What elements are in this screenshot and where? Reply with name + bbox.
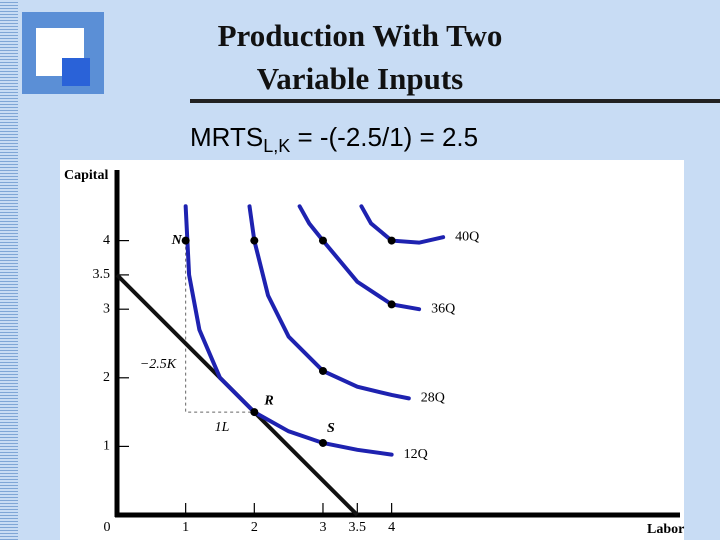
x-tick-label: 3.5 [349, 520, 367, 535]
isoquant-label: 12Q [404, 447, 428, 462]
title-rule [190, 99, 720, 103]
point [318, 236, 327, 245]
title-line: Production With Two [217, 18, 503, 53]
y-tick-label: 4 [103, 233, 110, 248]
slide-title: Production With Two Variable Inputs [150, 14, 570, 100]
y-tick-label: 3 [103, 301, 110, 316]
isoquant-label: 40Q [455, 229, 479, 244]
x-tick-label: 4 [388, 520, 395, 535]
x-tick-label: 2 [251, 520, 258, 535]
annotation: 1L [215, 420, 230, 435]
point [318, 366, 327, 375]
x-axis-title: Labor [647, 522, 684, 537]
isoquant [247, 204, 411, 401]
x-tick-label: 0 [104, 520, 111, 535]
title-line: Variable Inputs [256, 61, 464, 96]
formula-main: MRTS [190, 122, 264, 152]
x-tick-label: 3 [319, 520, 326, 535]
point [250, 408, 259, 417]
point-label: S [327, 421, 335, 436]
formula-rest: = -(-2.5/1) = 2.5 [290, 122, 479, 152]
y-axis-title: Capital [64, 168, 108, 183]
formula-subscript: L,K [263, 136, 291, 157]
isoquant-label: 28Q [421, 391, 445, 406]
x-tick-label: 1 [182, 520, 189, 535]
decoration [62, 58, 90, 86]
guide-line [185, 240, 255, 413]
chart-background [60, 160, 684, 540]
annotation: −2.5K [140, 357, 177, 372]
point [387, 236, 396, 245]
point [250, 236, 259, 245]
point-label: N [171, 233, 183, 248]
point [387, 300, 396, 309]
formula: MRTSL,K = -(-2.5/1) = 2.5 [190, 122, 478, 157]
point-label: R [263, 393, 273, 408]
border-stripes [0, 0, 18, 540]
y-tick-label: 3.5 [93, 267, 111, 282]
point [181, 236, 190, 245]
y-tick-label: 1 [103, 439, 110, 454]
y-tick-label: 2 [103, 370, 110, 385]
isoquant-label: 36Q [431, 301, 455, 316]
isoquant [297, 204, 422, 312]
point [318, 438, 327, 447]
